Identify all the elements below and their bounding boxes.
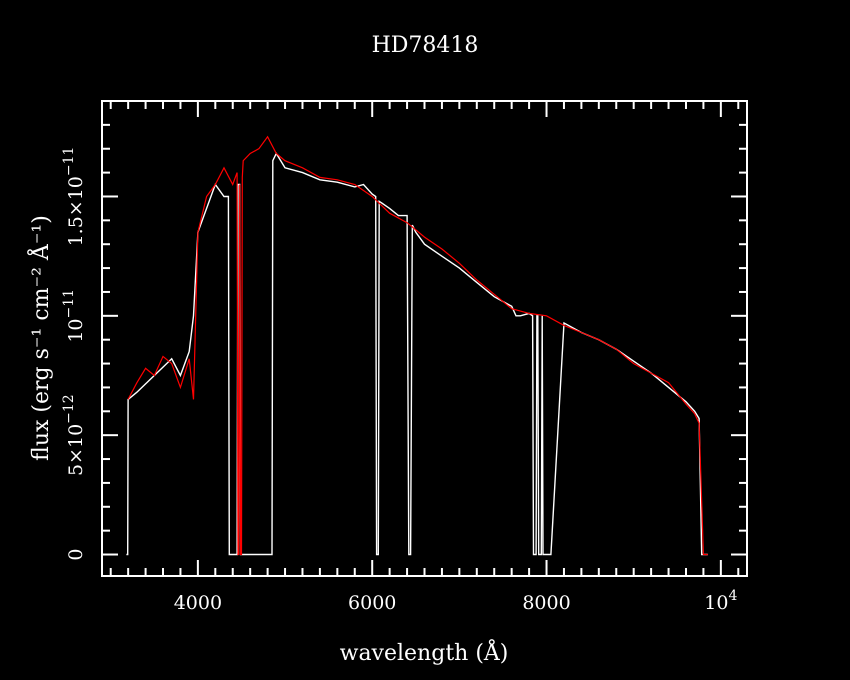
y-tick-labels: 0 5×10−12 10−11 1.5×10−11 bbox=[61, 147, 87, 561]
x-tick-label: 104 bbox=[704, 588, 737, 614]
y-tick-label: 5×10−12 bbox=[61, 394, 87, 476]
x-tick-label: 8000 bbox=[522, 592, 570, 614]
axis-ticks bbox=[102, 101, 747, 576]
y-tick-label: 0 bbox=[65, 548, 87, 560]
x-tick-labels: 4000 6000 8000 104 bbox=[174, 588, 738, 614]
series-line bbox=[127, 135, 708, 556]
series-group bbox=[126, 135, 708, 556]
y-axis-label: flux (erg s⁻¹ cm⁻² Å⁻¹) bbox=[26, 215, 54, 461]
chart-title: HD78418 bbox=[372, 33, 479, 58]
y-tick-label: 10−11 bbox=[61, 289, 87, 343]
x-tick-label: 4000 bbox=[174, 592, 222, 614]
x-axis-label: wavelength (Å) bbox=[340, 638, 509, 666]
x-tick-label: 6000 bbox=[348, 592, 396, 614]
plot-frame bbox=[101, 100, 748, 577]
y-tick-label: 1.5×10−11 bbox=[61, 147, 87, 247]
series-line bbox=[126, 152, 708, 556]
